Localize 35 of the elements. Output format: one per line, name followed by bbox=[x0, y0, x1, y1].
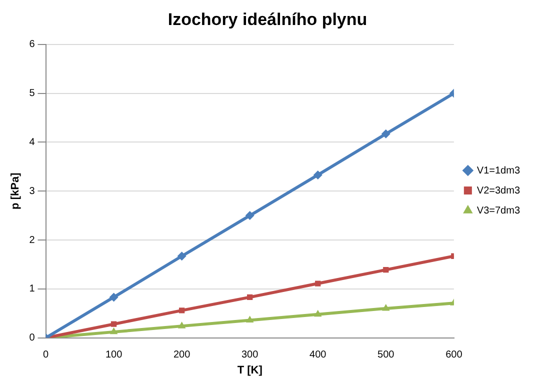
point bbox=[313, 170, 322, 180]
chart-title: Izochory ideálního plynu bbox=[168, 10, 368, 29]
x-axis-title: T [K] bbox=[237, 364, 263, 376]
x-tick-label: 100 bbox=[105, 350, 123, 361]
y-tick-label: 6 bbox=[29, 39, 36, 50]
x-tick-label: 400 bbox=[310, 350, 327, 361]
y-tick-label: 3 bbox=[29, 186, 36, 197]
x-tick-label: 0 bbox=[42, 350, 49, 361]
y-tick-label: 2 bbox=[29, 234, 36, 246]
point bbox=[110, 321, 117, 327]
point bbox=[383, 267, 389, 273]
point bbox=[178, 322, 186, 328]
point bbox=[247, 294, 253, 300]
x-tick-label: 600 bbox=[446, 350, 463, 361]
point bbox=[110, 327, 118, 334]
point bbox=[381, 129, 390, 138]
y-tick-label: 4 bbox=[29, 136, 36, 148]
point bbox=[245, 211, 254, 220]
point bbox=[178, 308, 185, 314]
y-tick-label: 1 bbox=[29, 284, 36, 295]
point bbox=[246, 316, 254, 322]
legend-label: V2=3dm3 bbox=[476, 185, 520, 196]
y-tick-label: 5 bbox=[29, 88, 36, 100]
legend-label: V3=7dm3 bbox=[476, 205, 520, 216]
x-tick-label: 200 bbox=[173, 350, 191, 361]
point bbox=[177, 252, 186, 261]
point bbox=[382, 304, 390, 311]
y-axis-title: p [kPa] bbox=[10, 172, 22, 210]
point bbox=[315, 280, 321, 286]
x-tick-label: 500 bbox=[378, 350, 395, 361]
y-tick-label: 0 bbox=[29, 332, 36, 344]
legend-label: V1=1dm3 bbox=[476, 165, 520, 176]
point bbox=[314, 310, 322, 317]
x-tick-label: 300 bbox=[241, 350, 259, 361]
point bbox=[109, 292, 118, 302]
